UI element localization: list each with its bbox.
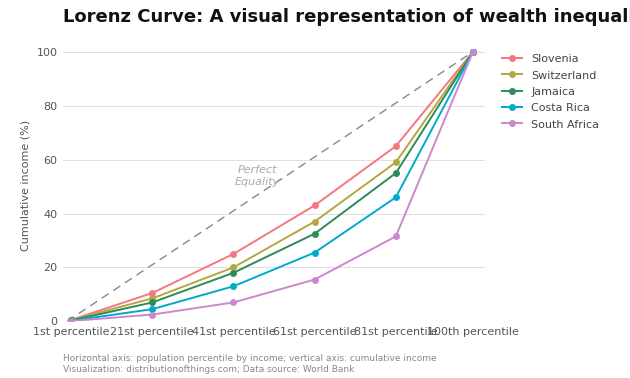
Slovenia (149, 291, 156, 295)
Jamaica (311, 231, 318, 236)
Line: Switzerland: Switzerland (68, 49, 476, 323)
Slovenia (469, 50, 477, 54)
Text: Lorenz Curve: A visual representation of wealth inequality: Lorenz Curve: A visual representation of… (63, 8, 630, 26)
Jamaica (469, 50, 477, 54)
Switzerland (392, 160, 399, 164)
Legend: Slovenia, Switzerland, Jamaica, Costa Rica, South Africa: Slovenia, Switzerland, Jamaica, Costa Ri… (498, 49, 604, 134)
Slovenia (67, 318, 75, 322)
Y-axis label: Cumulative income (%): Cumulative income (%) (21, 120, 31, 251)
Slovenia (392, 144, 399, 149)
South Africa (392, 234, 399, 239)
Costa Rica (230, 284, 238, 288)
Jamaica (230, 271, 238, 275)
Switzerland (67, 318, 75, 322)
Switzerland (149, 296, 156, 301)
South Africa (469, 50, 477, 54)
Switzerland (311, 219, 318, 224)
Costa Rica (311, 250, 318, 255)
Text: Visualization: distributionofthings.com; Data source: World Bank: Visualization: distributionofthings.com;… (63, 365, 354, 374)
Line: Slovenia: Slovenia (68, 49, 476, 323)
South Africa (311, 277, 318, 282)
Text: Perfect
Equality: Perfect Equality (235, 165, 280, 187)
Text: Horizontal axis: population percentile by income; vertical axis: cumulative inco: Horizontal axis: population percentile b… (63, 354, 437, 363)
Line: South Africa: South Africa (68, 49, 476, 324)
South Africa (67, 319, 75, 323)
Switzerland (469, 50, 477, 54)
Jamaica (149, 300, 156, 305)
Slovenia (230, 252, 238, 256)
Costa Rica (392, 195, 399, 200)
Switzerland (230, 265, 238, 270)
Jamaica (67, 318, 75, 323)
South Africa (230, 300, 238, 305)
Costa Rica (149, 307, 156, 311)
Jamaica (392, 171, 399, 175)
Line: Costa Rica: Costa Rica (68, 49, 476, 324)
Slovenia (311, 203, 318, 208)
Costa Rica (469, 50, 477, 54)
Line: Jamaica: Jamaica (68, 49, 476, 324)
Costa Rica (67, 319, 75, 323)
South Africa (149, 312, 156, 317)
